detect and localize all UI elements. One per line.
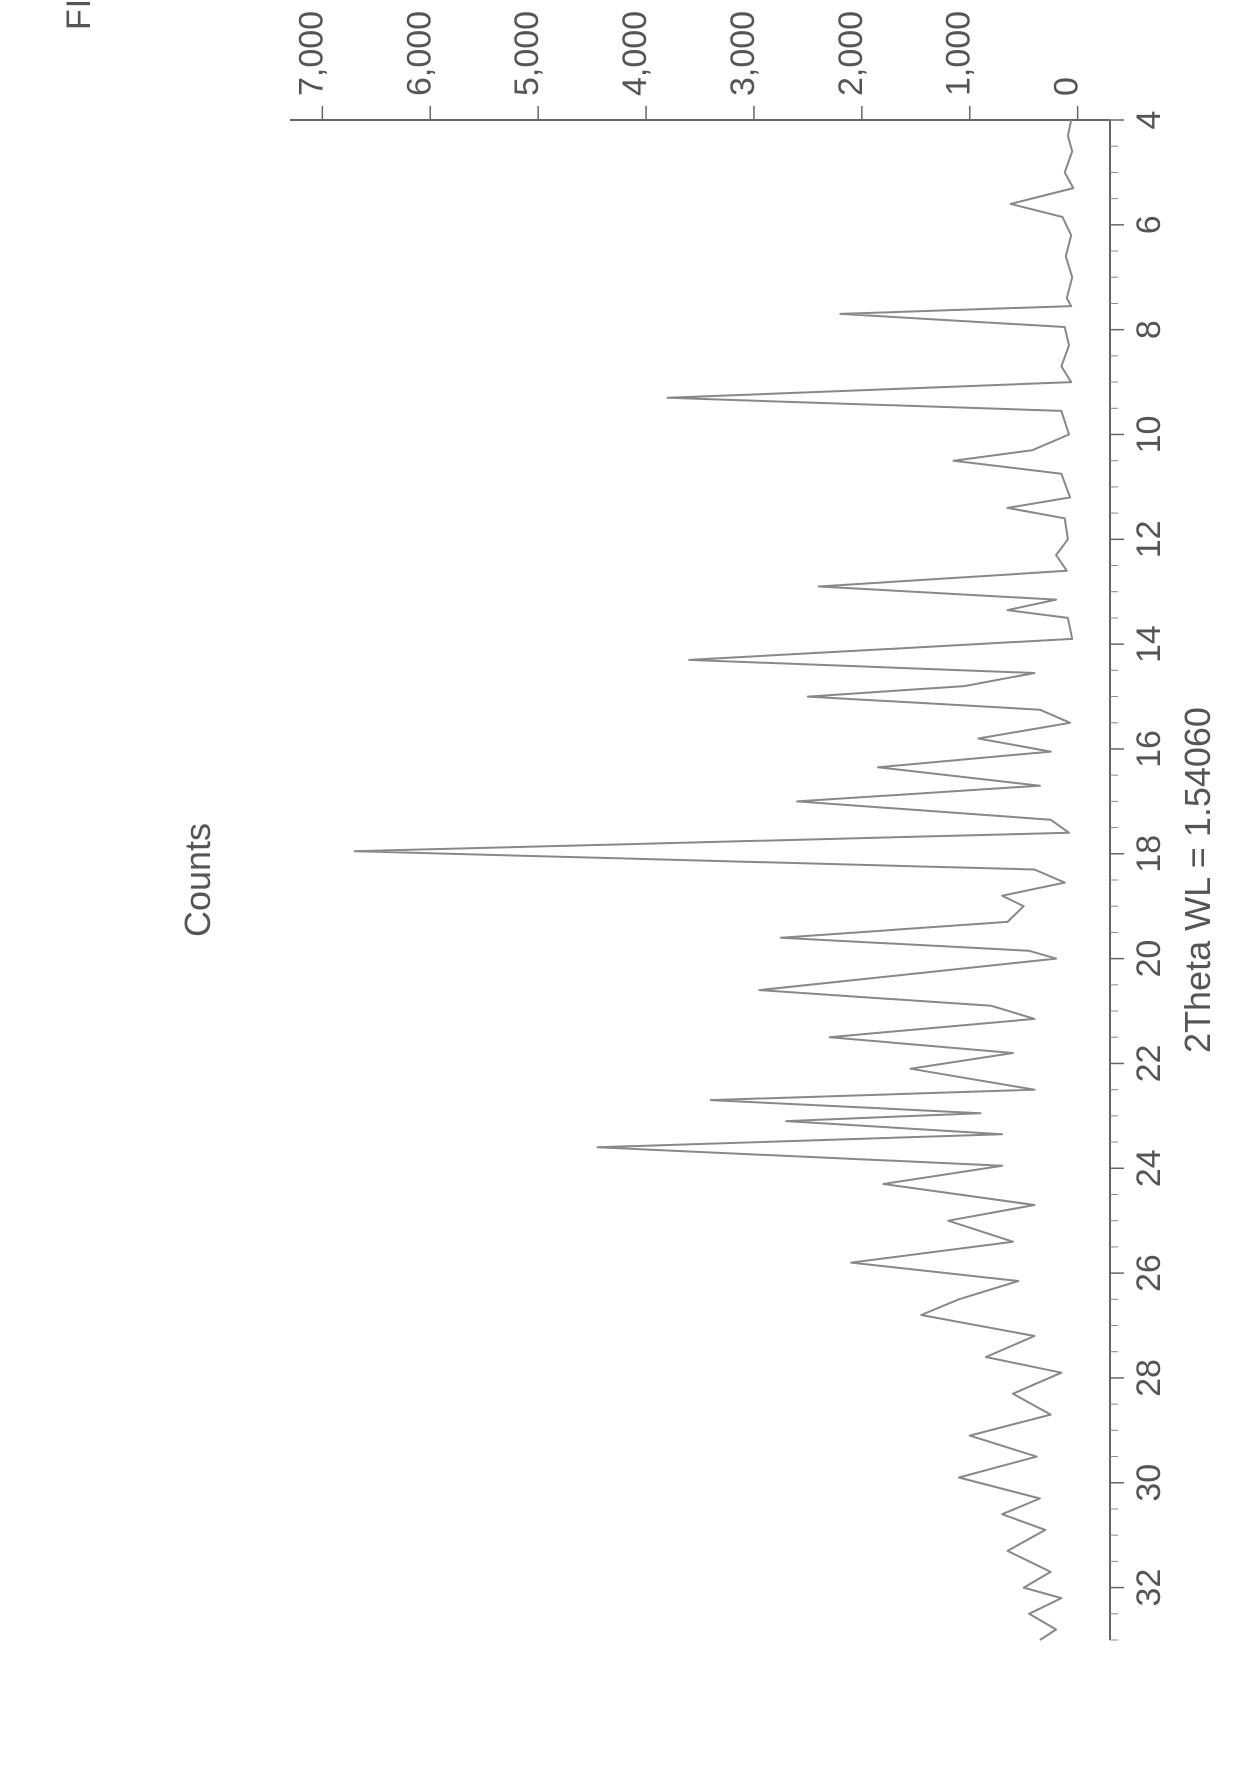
svg-text:2,000: 2,000 bbox=[832, 11, 870, 96]
svg-text:8: 8 bbox=[1130, 320, 1168, 339]
svg-text:7,000: 7,000 bbox=[292, 11, 330, 96]
chart-svg: 46810121416182022242628303201,0002,0003,… bbox=[150, 60, 1150, 1700]
svg-text:28: 28 bbox=[1130, 1359, 1168, 1397]
svg-text:32: 32 bbox=[1130, 1569, 1168, 1607]
svg-text:4,000: 4,000 bbox=[616, 11, 654, 96]
svg-text:24: 24 bbox=[1130, 1149, 1168, 1187]
svg-text:2Theta WL = 1.54060: 2Theta WL = 1.54060 bbox=[1177, 707, 1218, 1053]
svg-text:4: 4 bbox=[1130, 111, 1168, 130]
svg-text:6: 6 bbox=[1130, 215, 1168, 234]
svg-text:Counts: Counts bbox=[177, 823, 218, 937]
svg-text:20: 20 bbox=[1130, 940, 1168, 978]
svg-text:6,000: 6,000 bbox=[400, 11, 438, 96]
svg-text:12: 12 bbox=[1130, 520, 1168, 558]
svg-text:5,000: 5,000 bbox=[508, 11, 546, 96]
svg-text:26: 26 bbox=[1130, 1254, 1168, 1292]
figure-label: FIG. 2 bbox=[60, 0, 99, 30]
svg-text:16: 16 bbox=[1130, 730, 1168, 768]
svg-text:10: 10 bbox=[1130, 416, 1168, 454]
svg-text:14: 14 bbox=[1130, 625, 1168, 663]
svg-text:30: 30 bbox=[1130, 1464, 1168, 1502]
svg-text:1,000: 1,000 bbox=[940, 11, 978, 96]
xrd-chart: 46810121416182022242628303201,0002,0003,… bbox=[150, 60, 1150, 1700]
svg-text:0: 0 bbox=[1048, 77, 1086, 96]
svg-text:18: 18 bbox=[1130, 835, 1168, 873]
page: FIG. 2 46810121416182022242628303201,000… bbox=[0, 0, 1240, 1775]
svg-text:22: 22 bbox=[1130, 1045, 1168, 1083]
svg-text:3,000: 3,000 bbox=[724, 11, 762, 96]
